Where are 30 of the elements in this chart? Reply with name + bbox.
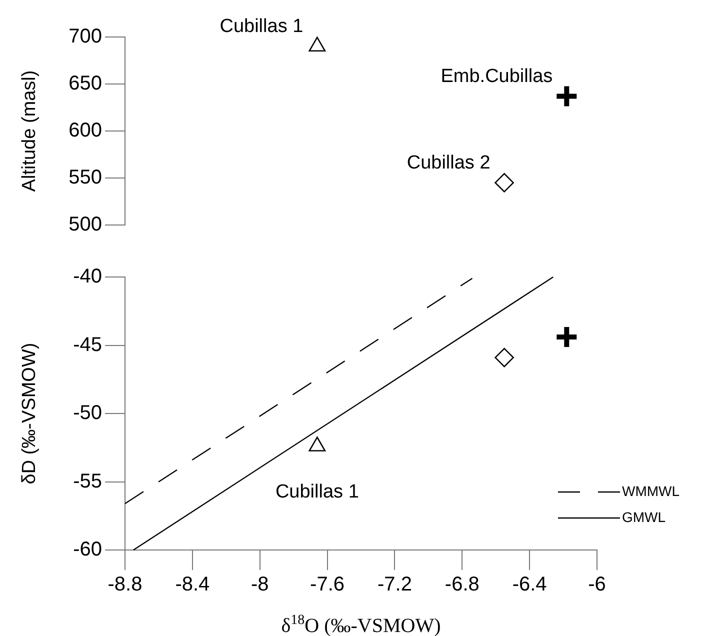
annotation: Emb.Cubillas xyxy=(440,66,553,87)
point xyxy=(308,436,326,452)
point xyxy=(494,348,514,368)
x-tick-label: -6 xyxy=(588,574,606,596)
y-tick-label: -60 xyxy=(73,538,102,561)
x-tick-label: -7.2 xyxy=(377,574,412,596)
y-tick-label: 650 xyxy=(68,72,102,95)
point xyxy=(494,173,514,192)
y-tick-label: -45 xyxy=(73,334,102,356)
y-tick-label: -50 xyxy=(73,402,102,424)
y-tick-label: -40 xyxy=(73,266,102,288)
legend-label: GMWL xyxy=(622,508,666,525)
y-tick-label: 600 xyxy=(68,120,102,142)
legend-label: WMMWL xyxy=(622,482,680,499)
x-tick-label: -8.8 xyxy=(108,574,142,596)
y-tick-label: 700 xyxy=(68,26,102,48)
y-tick-label: -55 xyxy=(73,470,102,492)
annotation: Cubillas 2 xyxy=(406,152,490,174)
y-axis-title: δD (‰-VSMOW) xyxy=(19,342,40,484)
point xyxy=(308,36,326,52)
annotation: Cubillas 1 xyxy=(275,481,359,502)
x-tick-label: -6.8 xyxy=(444,574,480,596)
y-tick-label: 500 xyxy=(68,214,102,236)
y-axis-title: Altitude (masl) xyxy=(19,70,40,192)
x-tick-label: -8.4 xyxy=(175,574,210,596)
y-tick-label: 550 xyxy=(68,166,102,189)
x-tick-label: -6.4 xyxy=(512,574,547,596)
annotation: Cubillas 1 xyxy=(220,16,304,38)
x-tick-label: -8 xyxy=(250,574,269,596)
x-tick-label: -7.6 xyxy=(310,574,345,596)
